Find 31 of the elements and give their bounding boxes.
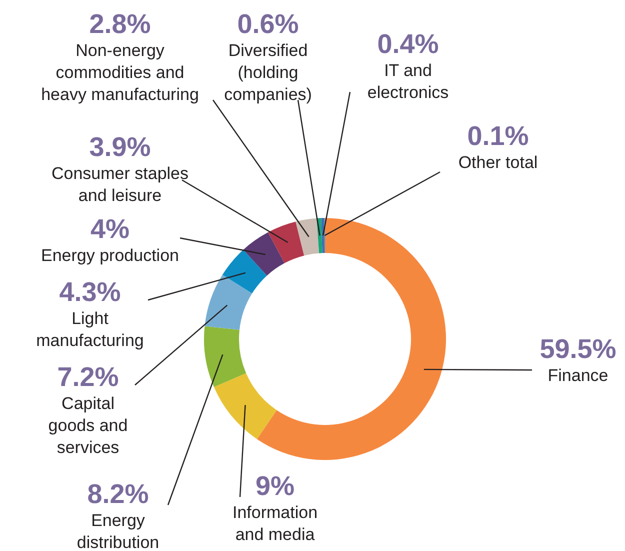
slice-label: Other total	[458, 153, 538, 172]
donut-slice	[222, 250, 267, 294]
slice-label: Energy production	[41, 246, 179, 265]
data-label: 4.3%	[59, 277, 121, 307]
donut-slice	[321, 218, 324, 254]
slice-label: Information and media	[232, 503, 318, 544]
donut-slice	[268, 222, 304, 264]
donut-slice	[204, 274, 252, 330]
data-label: 9%	[255, 471, 295, 501]
data-label: 59.5%	[540, 334, 616, 364]
slice-label: Non-energy commodities and heavy manufacturing	[41, 41, 199, 104]
slice-label: Capital goods and services	[48, 394, 128, 457]
data-label: 0.1%	[467, 121, 529, 151]
data-label: 0.6%	[237, 9, 299, 39]
data-label: 8.2%	[87, 479, 149, 509]
data-label: 0.4%	[377, 29, 439, 59]
donut-slice	[243, 232, 285, 276]
slice-label: Light manufacturing	[36, 309, 144, 350]
donut-slice	[256, 218, 446, 460]
slice-label: Energy distribution	[76, 511, 160, 551]
data-label: 2.8%	[89, 9, 151, 39]
donut-slice	[214, 373, 277, 440]
data-label: 7.2%	[57, 362, 119, 392]
donut-slice	[296, 218, 320, 256]
data-label: 4%	[90, 214, 130, 244]
donut-slice	[204, 326, 246, 388]
slice-label: IT and electronics	[367, 61, 449, 102]
slice-label: Consumer staples and leisure	[51, 164, 189, 205]
slice-label: Finance	[548, 366, 608, 385]
slice-label: Diversified (holding companies)	[224, 41, 312, 104]
data-label: 3.9%	[89, 132, 151, 162]
